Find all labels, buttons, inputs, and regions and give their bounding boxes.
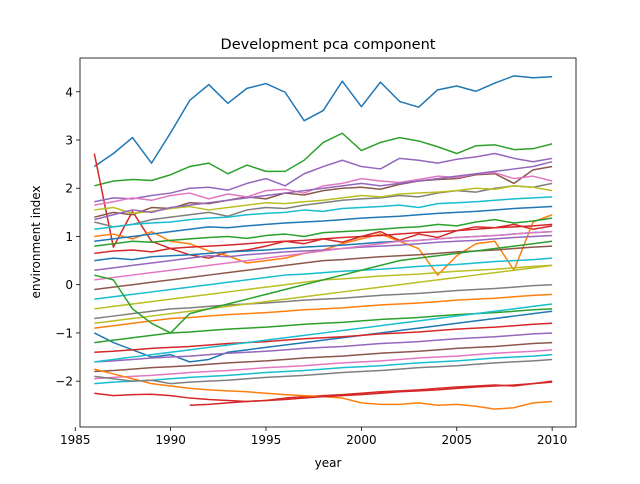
series-line-15: [94, 230, 553, 281]
series-line-11: [94, 217, 553, 247]
series-line-36: [94, 303, 553, 363]
series-line-12: [94, 223, 553, 255]
y-tick-label: −1: [55, 326, 73, 340]
x-tick-label: 1990: [155, 433, 186, 447]
x-axis-ticks: 1985 1990 1995 2000 2005 2010: [60, 427, 567, 447]
y-tick-label: 1: [65, 230, 73, 244]
x-tick-label: 1995: [251, 433, 282, 447]
series-line-35: [94, 160, 553, 221]
series-line-14: [94, 234, 553, 271]
series-line-25: [94, 341, 553, 373]
series-line-9: [94, 196, 553, 230]
series-line-34: [189, 381, 553, 407]
y-tick-label: −2: [55, 375, 73, 389]
series-line-20: [94, 293, 553, 329]
x-tick-label: 2005: [441, 433, 472, 447]
chart-title: Development pca component: [221, 37, 436, 53]
series-line-4: [94, 152, 553, 203]
y-tick-label: 0: [65, 278, 73, 292]
y-tick-label: 3: [65, 134, 73, 148]
series-line-26: [94, 349, 553, 380]
series-line-32: [94, 205, 553, 243]
y-tick-label: 4: [65, 85, 73, 99]
y-tick-label: 2: [65, 182, 73, 196]
series-line-28: [94, 380, 553, 403]
series-line-19: [94, 283, 553, 320]
series-line-27: [94, 353, 553, 385]
series-layer: [93, 75, 553, 410]
series-line-23: [94, 322, 553, 353]
x-axis-label: year: [315, 456, 342, 470]
series-line-30: [94, 358, 553, 385]
y-axis-ticks: −2 −1 0 1 2 3 4: [55, 85, 80, 389]
series-line-24: [94, 332, 553, 363]
series-line-21: [93, 310, 553, 363]
plot-frame: [79, 57, 577, 428]
series-line-2: [94, 132, 553, 187]
series-line-1: [93, 75, 553, 168]
series-line-7: [94, 182, 553, 228]
x-tick-label: 1985: [60, 433, 91, 447]
x-tick-label: 2010: [537, 433, 568, 447]
series-line-33: [94, 240, 553, 334]
x-tick-label: 2000: [346, 433, 377, 447]
series-line-8: [94, 185, 553, 215]
y-axis-label: environment index: [29, 185, 43, 298]
series-line-17: [94, 257, 553, 300]
series-line-31: [94, 264, 553, 325]
